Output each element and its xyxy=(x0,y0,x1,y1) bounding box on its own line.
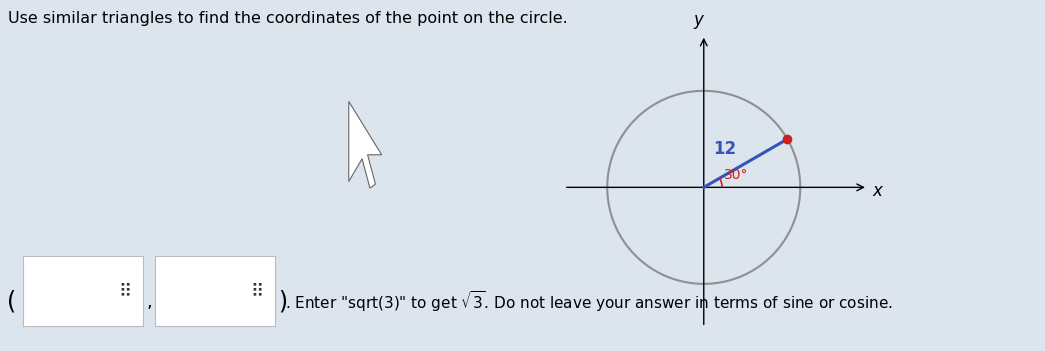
Text: Use similar triangles to find the coordinates of the point on the circle.: Use similar triangles to find the coordi… xyxy=(8,11,568,26)
Text: 12: 12 xyxy=(713,140,736,158)
Text: ): ) xyxy=(278,290,287,314)
Text: (: ( xyxy=(7,290,17,314)
Text: y: y xyxy=(693,11,703,29)
Text: x: x xyxy=(873,182,883,200)
Text: ,: , xyxy=(146,293,153,311)
Polygon shape xyxy=(349,101,381,188)
Text: . Enter "sqrt(3)" to get $\sqrt{3}$. Do not leave your answer in terms of sine o: . Enter "sqrt(3)" to get $\sqrt{3}$. Do … xyxy=(285,290,893,314)
Text: ⠿: ⠿ xyxy=(118,282,132,300)
Text: 30°: 30° xyxy=(724,167,748,181)
Text: ⠿: ⠿ xyxy=(250,282,263,300)
